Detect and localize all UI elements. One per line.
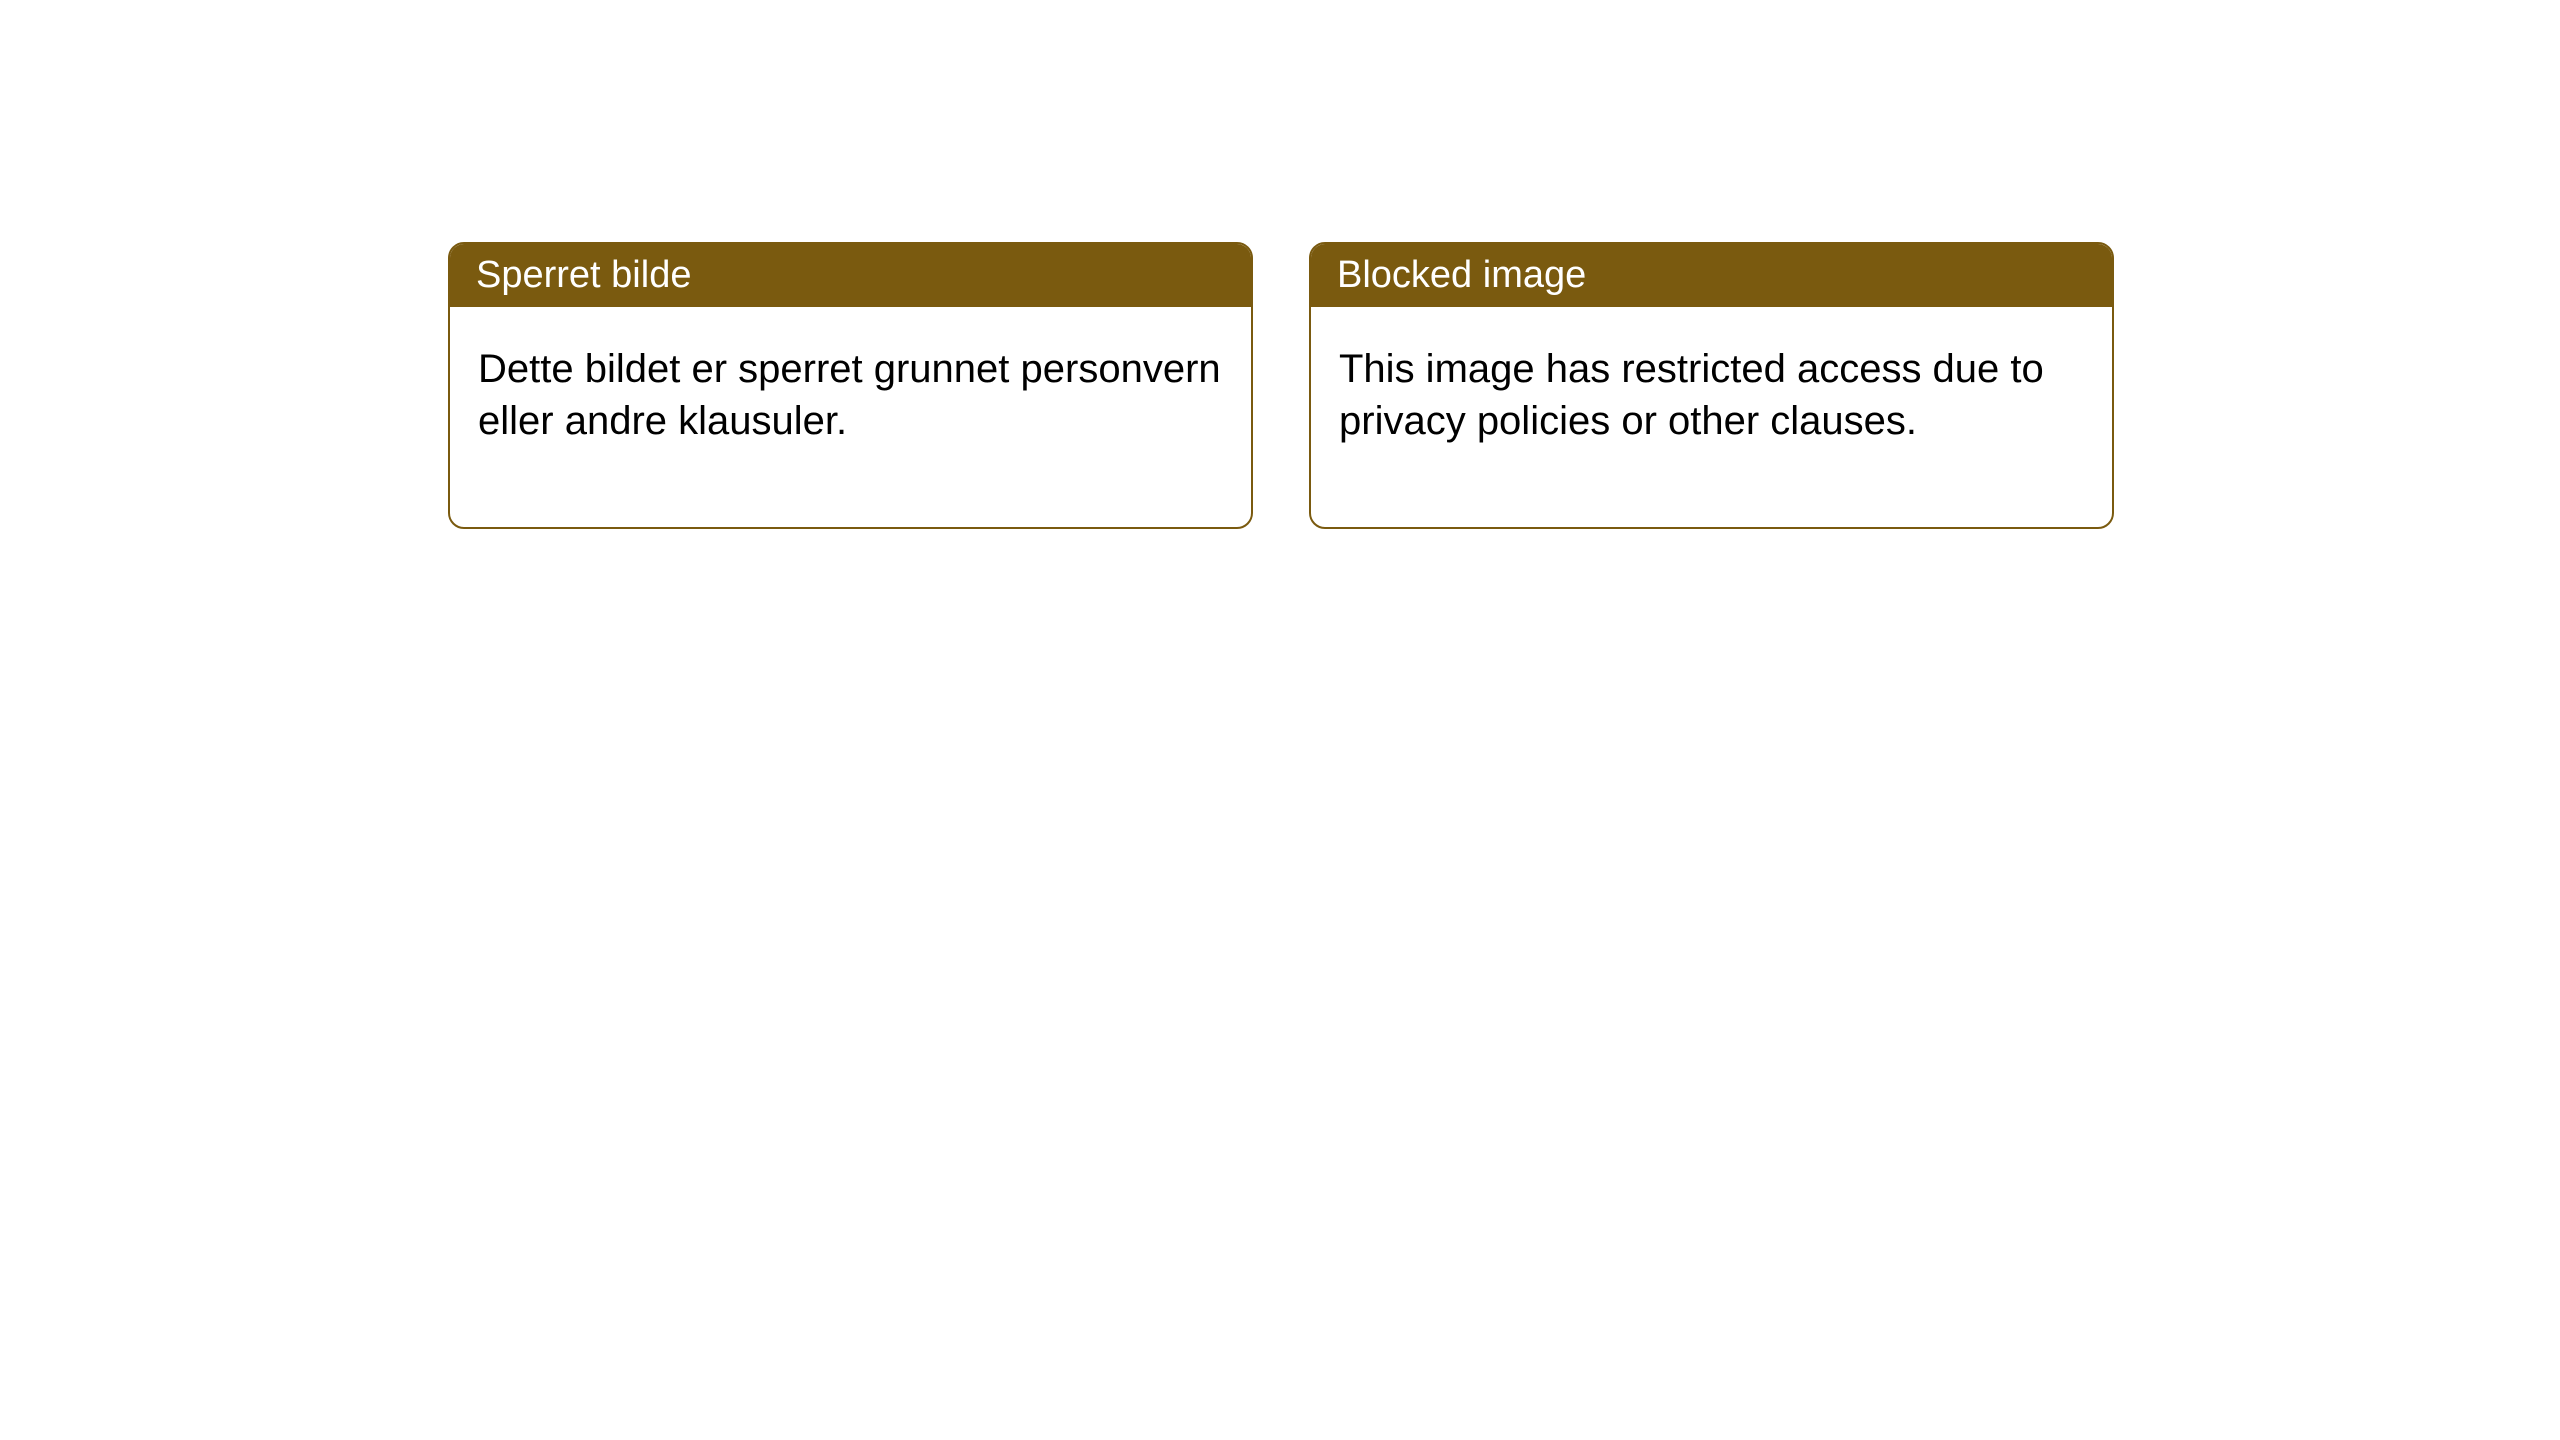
card-title: Blocked image — [1337, 254, 1586, 296]
card-body: Dette bildet er sperret grunnet personve… — [450, 307, 1251, 527]
notice-card-norwegian: Sperret bilde Dette bildet er sperret gr… — [448, 242, 1253, 529]
card-title: Sperret bilde — [476, 254, 691, 296]
notice-container: Sperret bilde Dette bildet er sperret gr… — [0, 0, 2560, 529]
card-body: This image has restricted access due to … — [1311, 307, 2112, 527]
card-header: Blocked image — [1311, 244, 2112, 307]
card-header: Sperret bilde — [450, 244, 1251, 307]
card-body-text: Dette bildet er sperret grunnet personve… — [478, 347, 1221, 443]
notice-card-english: Blocked image This image has restricted … — [1309, 242, 2114, 529]
card-body-text: This image has restricted access due to … — [1339, 347, 2044, 443]
